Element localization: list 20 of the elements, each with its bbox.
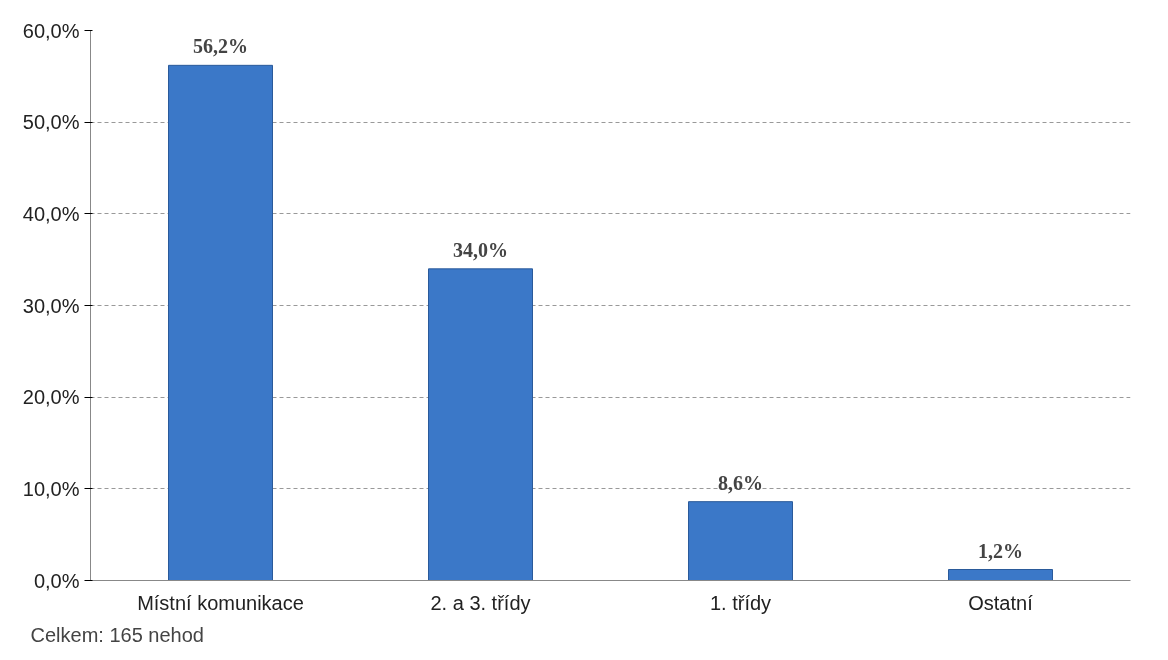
bar [428,268,533,581]
x-tick-label: 2. a 3. třídy [430,591,531,614]
bar [168,64,273,581]
x-tick-label: Ostatní [968,591,1034,614]
y-tick-label: 60,0% [22,19,80,42]
data-label: 8,6% [718,471,763,494]
bar [948,569,1053,581]
data-label: 1,2% [978,539,1023,562]
x-tick-label: Místní komunikace [137,591,304,614]
text: Celkem: 165 nehod [30,623,204,646]
y-tick-label: 0,0% [33,569,80,592]
y-tick-label: 50,0% [22,111,80,134]
y-tick-label: 20,0% [22,386,80,409]
y-tick-label: 10,0% [22,477,80,500]
x-tick-label: 1. třídy [709,591,772,614]
y-tick-label: 40,0% [22,202,80,225]
data-label: 56,2% [193,35,248,58]
bar [688,501,793,581]
y-tick-label: 30,0% [22,294,80,317]
data-label: 34,0% [453,238,508,261]
